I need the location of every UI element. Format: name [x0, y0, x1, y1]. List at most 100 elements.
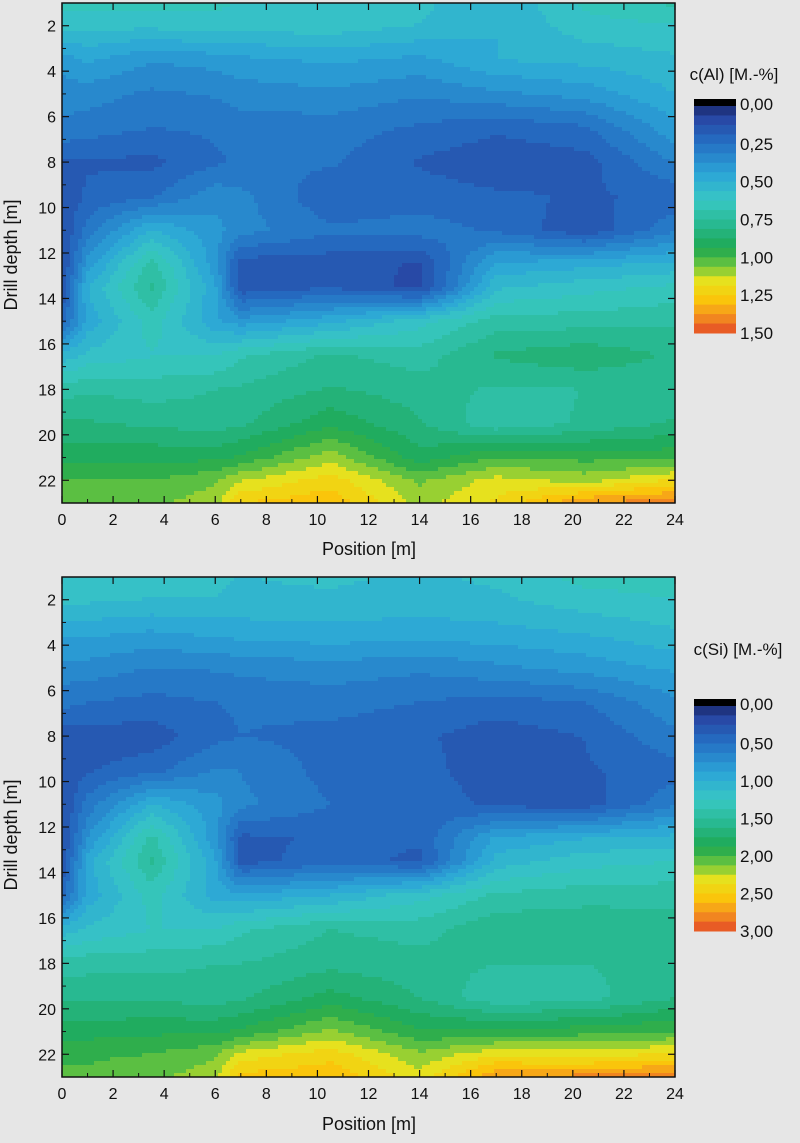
contour-cell [118, 127, 123, 132]
contour-cell [578, 99, 583, 104]
contour-cell [502, 119, 507, 124]
contour-cell [530, 111, 535, 116]
contour-cell [342, 7, 347, 12]
contour-cell [230, 83, 235, 88]
contour-cell [322, 131, 327, 136]
contour-cell [498, 47, 503, 52]
contour-cell [666, 115, 671, 120]
contour-cell [646, 71, 651, 76]
contour-cell [542, 15, 547, 20]
contour-cell [186, 63, 191, 68]
contour-cell [214, 103, 219, 108]
contour-cell [262, 59, 267, 64]
contour-cell [318, 107, 323, 112]
contour-cell [654, 55, 659, 60]
contour-cell [386, 115, 391, 120]
contour-cell [74, 43, 79, 48]
contour-cell [186, 23, 191, 28]
contour-cell [122, 3, 127, 8]
contour-cell [638, 83, 643, 88]
contour-cell [82, 115, 87, 120]
contour-cell [394, 63, 399, 68]
contour-cell [546, 47, 551, 52]
contour-cell [486, 115, 491, 120]
contour-cell [246, 67, 251, 72]
contour-cell [226, 7, 231, 12]
contour-cell [410, 71, 415, 76]
contour-cell [510, 15, 515, 20]
contour-cell [590, 23, 595, 28]
contour-cell [74, 23, 79, 28]
contour-cell [134, 67, 139, 72]
contour-cell [78, 71, 83, 76]
contour-cell [378, 123, 383, 128]
contour-cell [342, 31, 347, 36]
contour-cell [562, 43, 567, 48]
contour-cell [634, 23, 639, 28]
contour-cell [494, 63, 499, 68]
contour-cell [454, 31, 459, 36]
contour-cell [666, 31, 671, 36]
contour-cell [558, 103, 563, 108]
contour-cell [90, 107, 95, 112]
contour-cell [658, 7, 663, 12]
contour-cell [426, 7, 431, 12]
contour-cell [590, 39, 595, 44]
contour-cell [574, 91, 579, 96]
contour-cell [374, 79, 379, 84]
contour-cell [438, 107, 443, 112]
contour-cell [518, 99, 523, 104]
contour-cell [394, 83, 399, 88]
contour-cell [638, 103, 643, 108]
contour-cell [498, 99, 503, 104]
contour-cell [406, 27, 411, 32]
contour-cell [522, 19, 527, 24]
contour-cell [334, 23, 339, 28]
contour-cell [466, 127, 471, 132]
contour-cell [234, 59, 239, 64]
contour-cell [574, 83, 579, 88]
contour-cell [566, 107, 571, 112]
contour-cell [122, 23, 127, 28]
contour-cell [462, 47, 467, 52]
contour-cell [582, 107, 587, 112]
contour-cell [514, 87, 519, 92]
contour-cell [274, 79, 279, 84]
contour-cell [398, 67, 403, 72]
contour-cell [186, 75, 191, 80]
contour-cell [306, 91, 311, 96]
contour-cell [278, 51, 283, 56]
contour-cell [426, 71, 431, 76]
contour-cell [250, 71, 255, 76]
contour-cell [522, 23, 527, 28]
contour-cell [630, 71, 635, 76]
contour-cell [630, 15, 635, 20]
contour-cell [78, 55, 83, 60]
contour-cell [410, 7, 415, 12]
contour-cell [86, 87, 91, 92]
contour-cell [318, 99, 323, 104]
contour-cell [98, 31, 103, 36]
contour-cell [582, 91, 587, 96]
contour-cell [582, 123, 587, 128]
contour-cell [86, 51, 91, 56]
contour-cell [62, 119, 67, 124]
contour-cell [394, 55, 399, 60]
contour-cell [486, 91, 491, 96]
contour-cell [334, 71, 339, 76]
contour-cell [318, 39, 323, 44]
contour-cell [338, 59, 343, 64]
contour-cell [210, 103, 215, 108]
contour-cell [210, 23, 215, 28]
contour-cell [610, 87, 615, 92]
contour-cell [94, 99, 99, 104]
contour-cell [502, 91, 507, 96]
contour-cell [274, 111, 279, 116]
contour-cell [630, 83, 635, 88]
contour-cell [158, 127, 163, 132]
contour-cell [198, 131, 203, 136]
contour-cell [554, 79, 559, 84]
contour-cell [374, 87, 379, 92]
contour-cell [522, 71, 527, 76]
contour-cell [154, 103, 159, 108]
